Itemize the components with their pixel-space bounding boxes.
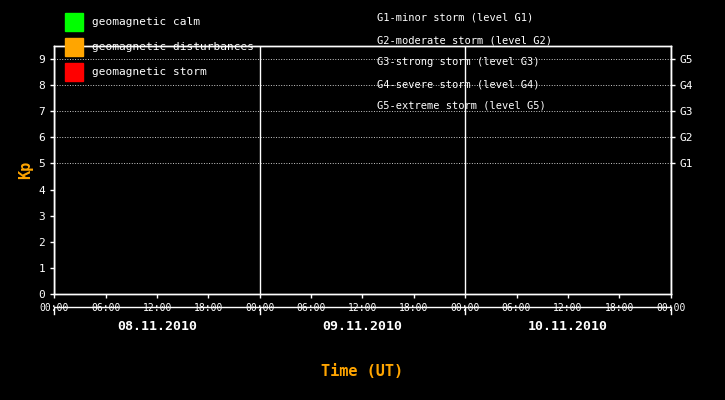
Text: 08.11.2010: 08.11.2010 [117,320,197,333]
Y-axis label: Kp: Kp [18,161,33,179]
Text: G3-strong storm (level G3): G3-strong storm (level G3) [377,57,539,67]
Text: geomagnetic storm: geomagnetic storm [92,67,207,77]
Text: G5-extreme storm (level G5): G5-extreme storm (level G5) [377,101,546,111]
Text: geomagnetic calm: geomagnetic calm [92,17,200,27]
Text: G4-severe storm (level G4): G4-severe storm (level G4) [377,79,539,89]
Text: 10.11.2010: 10.11.2010 [528,320,608,333]
Text: G1-minor storm (level G1): G1-minor storm (level G1) [377,13,534,23]
Text: geomagnetic disturbances: geomagnetic disturbances [92,42,254,52]
Text: 09.11.2010: 09.11.2010 [323,320,402,333]
Text: G2-moderate storm (level G2): G2-moderate storm (level G2) [377,35,552,45]
Text: Time (UT): Time (UT) [321,364,404,380]
